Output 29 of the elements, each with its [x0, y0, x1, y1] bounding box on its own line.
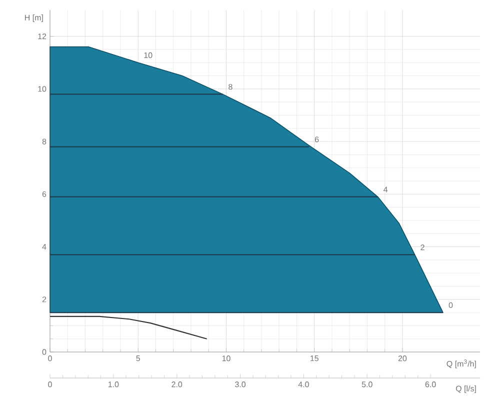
- annotation: 8: [228, 84, 232, 90]
- x-tick-label: 15: [310, 356, 318, 362]
- x2-tick-label: 0: [48, 382, 52, 388]
- x2-axis-title: Q [l/s]: [456, 386, 476, 393]
- y-tick-label: 6: [42, 191, 46, 197]
- x2-tick-label: 3.0: [235, 382, 246, 388]
- x-tick-label: 20: [398, 356, 407, 362]
- y-tick-label: 8: [42, 138, 46, 144]
- y-tick-label: 12: [38, 34, 46, 40]
- annotation: 0: [448, 302, 453, 308]
- x-axis-title: Q [m$^{3}$/h]: [446, 360, 476, 368]
- y-tick-label: 2: [42, 296, 46, 302]
- annotation: 2: [420, 244, 424, 250]
- x2-tick-label: 6.0: [425, 382, 436, 388]
- annotation: 6: [315, 136, 319, 142]
- x-tick-label: 5: [136, 356, 140, 362]
- x2-tick-label: 1.0: [108, 382, 119, 388]
- y-tick-label: 10: [38, 86, 46, 92]
- x2-tick-label: 4.0: [298, 382, 309, 388]
- annotation: 10: [144, 52, 152, 58]
- x2-tick-label: 5.0: [362, 382, 372, 388]
- annotation: 4: [384, 186, 388, 192]
- y-axis-title: H [m]: [25, 14, 43, 22]
- x-tick-label: 0: [48, 356, 52, 362]
- y-tick-label: 0: [42, 349, 46, 355]
- x2-tick-label: 2.0: [172, 382, 182, 388]
- line-series: [49, 316, 208, 340]
- y-tick-label: 4: [42, 244, 46, 250]
- x-tick-label: 10: [222, 356, 230, 362]
